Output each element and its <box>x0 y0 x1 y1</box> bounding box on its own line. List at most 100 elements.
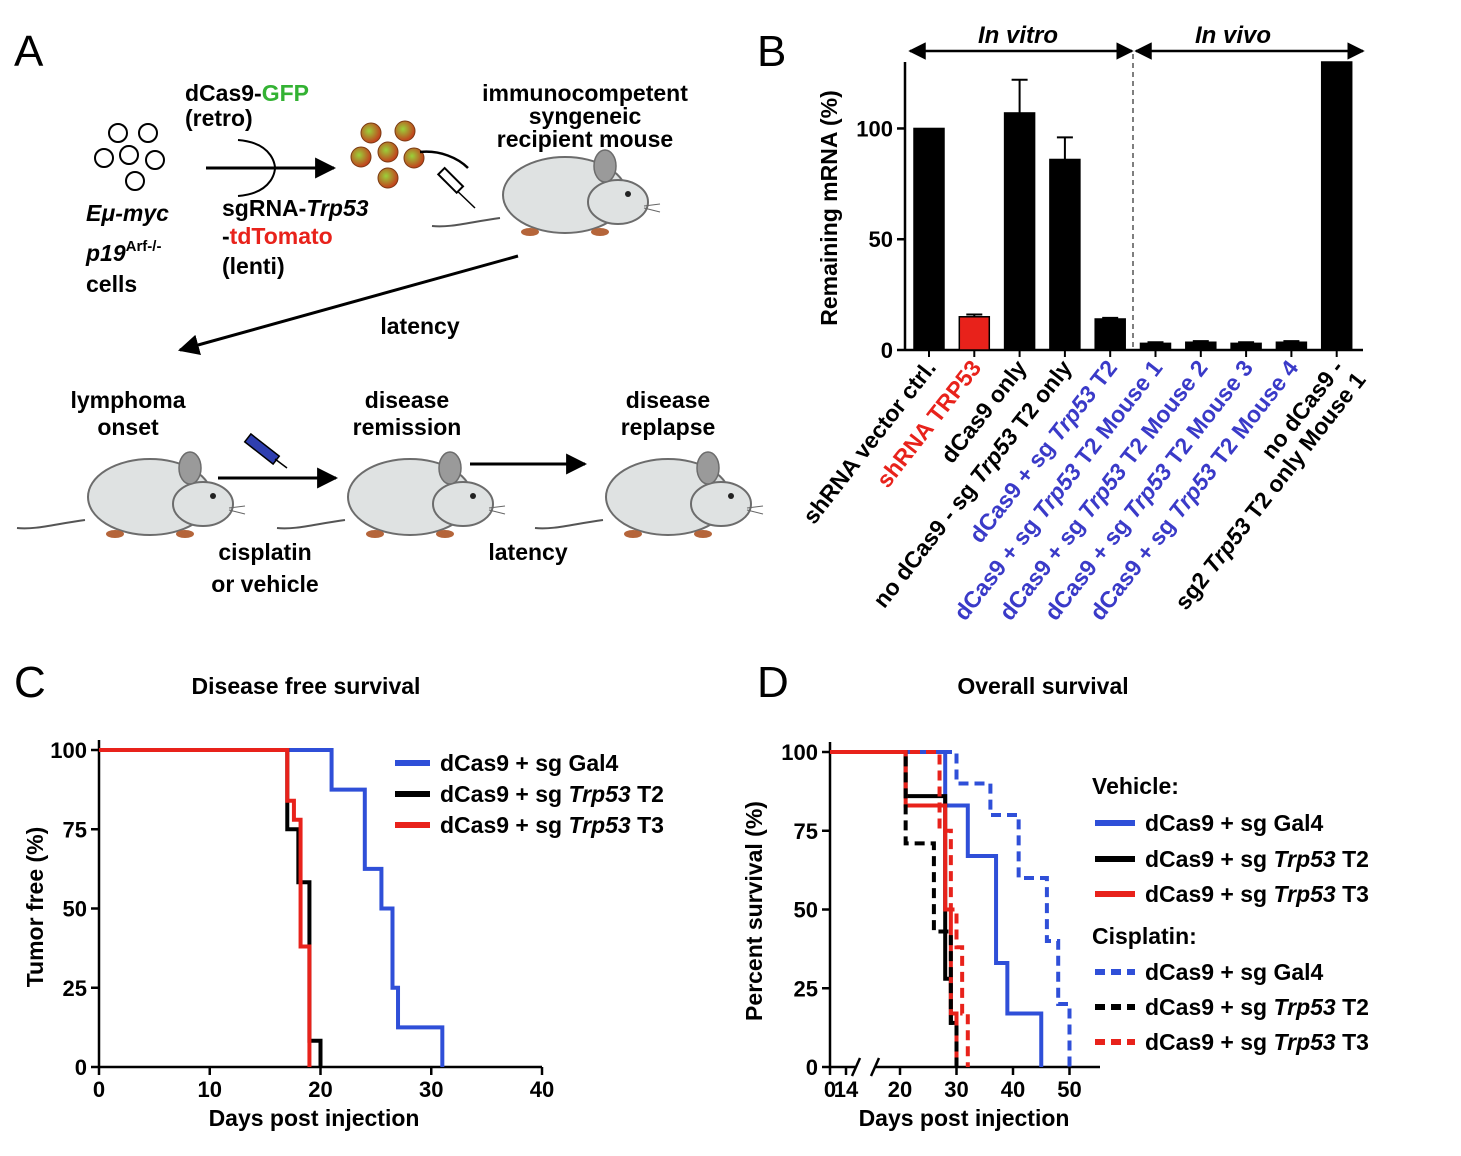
y-tick-label: 100 <box>50 738 87 763</box>
y-tick-label: 25 <box>63 976 87 1001</box>
lenti-join-line <box>237 167 276 197</box>
y-tick-label: 50 <box>63 897 87 922</box>
lenti-label: (lenti) <box>222 253 285 279</box>
x-axis-label: Days post injection <box>209 1105 420 1131</box>
x-tick-label: 20 <box>888 1077 912 1102</box>
axis-break-mark <box>869 1057 881 1077</box>
panel-letter-a: A <box>14 27 44 76</box>
lymphoma-mouse-icon <box>16 451 246 539</box>
bar <box>1185 341 1217 351</box>
x-tick-label: 14 <box>834 1077 859 1102</box>
y-tick-label: 100 <box>856 116 893 141</box>
y-tick-label: 50 <box>794 898 818 923</box>
legend-group-vehicle: Vehicle: <box>1092 773 1179 799</box>
legend-group-cisplatin: Cisplatin: <box>1092 923 1197 949</box>
axis-break-mark <box>850 1057 862 1077</box>
y-tick-label: 75 <box>63 817 87 842</box>
legend-label: dCas9 + sg Gal4 <box>440 750 619 776</box>
latency-label-1: latency <box>380 313 459 339</box>
y-tick-label: 100 <box>781 740 818 765</box>
region-label-in-vitro: In vitro <box>978 22 1058 49</box>
panel-b: B In vitro In vivo 0 50 100 Remaining mRNA (… <box>757 22 1371 625</box>
syringe-icon <box>419 150 476 209</box>
x-axis-label: Days post injection <box>859 1105 1070 1131</box>
bar <box>1275 341 1308 351</box>
recipient-label-line1: immunocompetent <box>482 80 688 106</box>
legend-label: dCas9 + sg Gal4 <box>1145 959 1324 985</box>
y-axis-label: Tumor free (%) <box>22 827 48 988</box>
panel-letter-d: D <box>757 658 789 707</box>
y-tick-label: 25 <box>794 976 818 1001</box>
bar <box>958 316 991 351</box>
cells-label-line3: cells <box>86 271 137 297</box>
y-tick-label: 0 <box>806 1055 818 1080</box>
x-tick-label: 40 <box>530 1077 554 1102</box>
recipient-mouse-icon <box>431 149 661 237</box>
series-line <box>99 748 445 1067</box>
cells-icon <box>94 123 165 191</box>
series-line <box>99 748 312 1067</box>
y-tick-label: 50 <box>869 227 893 252</box>
cells-label-line2: p19Arf-/- <box>85 238 161 266</box>
y-axis-label: Remaining mRNA (%) <box>816 90 842 326</box>
x-tick-label: 10 <box>198 1077 222 1102</box>
legend-label: dCas9 + sg Trp53 T2 <box>440 781 664 807</box>
legend-label: dCas9 + sg Trp53 T2 <box>1145 846 1369 872</box>
retro-join-line <box>237 139 276 169</box>
treatment-label-line1: cisplatin <box>218 539 311 565</box>
sgrna-label: sgRNA-Trp53 <box>222 195 369 221</box>
onset-label-line1: lymphoma <box>70 387 185 413</box>
x-tick-label: 30 <box>419 1077 443 1102</box>
bar <box>1139 342 1172 351</box>
x-tick-label: 0 <box>93 1077 105 1102</box>
relapse-label-line1: disease <box>626 387 710 413</box>
dcas9-gfp-label: dCas9-GFP <box>185 80 309 106</box>
y-tick-label: 0 <box>881 338 893 363</box>
bar <box>1094 318 1126 351</box>
cells-label-line1: Eμ-myc <box>86 200 169 226</box>
relapse-label-line2: replapse <box>621 414 716 440</box>
recipient-label-line2: syngeneic <box>529 103 642 129</box>
recipient-label-line3: recipient mouse <box>497 126 673 152</box>
legend-label: dCas9 + sg Trp53 T3 <box>440 812 664 838</box>
legend-label: dCas9 + sg Gal4 <box>1145 810 1324 836</box>
x-tick-label: 0 <box>824 1077 836 1102</box>
bar <box>913 127 945 351</box>
x-tick-label: 30 <box>944 1077 968 1102</box>
series-line <box>830 750 1044 1067</box>
legend-label: dCas9 + sg Trp53 T2 <box>1145 994 1369 1020</box>
y-tick-label: 0 <box>75 1055 87 1080</box>
legend-label: dCas9 + sg Trp53 T3 <box>1145 881 1369 907</box>
panel-letter-b: B <box>757 27 786 76</box>
retro-label: (retro) <box>185 105 253 131</box>
bar <box>1320 61 1353 351</box>
onset-label-line2: onset <box>97 414 159 440</box>
remission-label-line1: disease <box>365 387 449 413</box>
y-tick-label: 75 <box>794 819 818 844</box>
panel-a: A Eμ-myc p19Arf-/- cells dCas9-GFP (retr… <box>14 27 764 597</box>
x-tick-label: 40 <box>1001 1077 1025 1102</box>
x-tick-label: 50 <box>1057 1077 1081 1102</box>
bar <box>1003 112 1036 351</box>
series-line <box>830 750 959 1067</box>
treatment-label-line2: or vehicle <box>211 571 318 597</box>
y-axis-label: Percent survival (%) <box>741 801 767 1021</box>
latency-label-2: latency <box>488 539 567 565</box>
bar <box>1230 342 1262 351</box>
region-label-in-vivo: In vivo <box>1195 22 1271 49</box>
x-tick-label: 20 <box>308 1077 332 1102</box>
remission-label-line2: remission <box>353 414 462 440</box>
panel-c: C Disease free survival 0 25 50 75 100 0 10 20 30… <box>14 658 664 1131</box>
latency-arrow <box>177 254 519 356</box>
series-line <box>830 750 1072 1067</box>
series-line <box>830 750 959 1067</box>
series-line <box>830 750 970 1067</box>
series-line <box>830 750 959 1067</box>
chart-title: Disease free survival <box>192 673 421 699</box>
bar <box>1049 158 1081 351</box>
panel-letter-c: C <box>14 658 46 707</box>
treatment-syringe-icon <box>243 432 288 469</box>
infected-cells-icon <box>350 120 425 189</box>
